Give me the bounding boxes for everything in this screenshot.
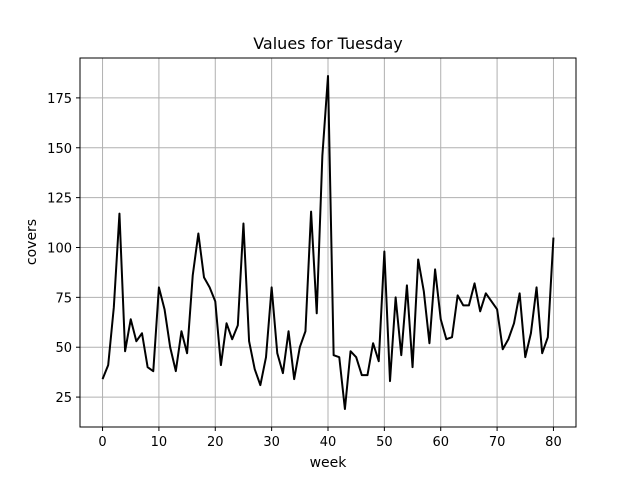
x-tick-label: 80 <box>545 435 562 450</box>
y-tick-label: 25 <box>55 391 72 406</box>
x-tick-label: 0 <box>98 435 106 450</box>
series-line <box>101 74 555 411</box>
chart-title: Values for Tuesday <box>253 34 403 53</box>
x-tick-label: 70 <box>489 435 506 450</box>
x-tick-label: 30 <box>263 435 280 450</box>
y-tick-label: 50 <box>55 341 72 356</box>
y-tick-label: 75 <box>55 291 72 306</box>
x-tick-label: 40 <box>320 435 337 450</box>
y-tick-label: 125 <box>47 192 72 207</box>
x-axis-label: week <box>310 455 348 471</box>
y-tick-label: 100 <box>47 241 72 256</box>
x-tick-label: 20 <box>207 435 224 450</box>
x-tick-label: 60 <box>432 435 449 450</box>
x-tick-label: 10 <box>151 435 168 450</box>
y-tick-label: 150 <box>47 142 72 157</box>
y-tick-label: 175 <box>47 92 72 107</box>
y-axis-label: covers <box>24 219 40 265</box>
ticks: 0 10 20 30 40 50 60 70 80 25 50 75 100 125 150 175 <box>47 92 562 450</box>
grid <box>80 58 576 427</box>
x-tick-label: 50 <box>376 435 393 450</box>
series-layer <box>101 74 555 411</box>
